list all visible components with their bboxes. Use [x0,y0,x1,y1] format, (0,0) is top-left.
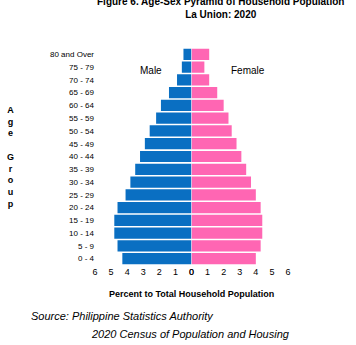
svg-text:Male: Male [140,65,162,76]
svg-text:55 - 59: 55 - 59 [69,114,94,123]
svg-text:50 - 54: 50 - 54 [69,127,94,136]
svg-text:0 - 4: 0 - 4 [78,254,95,263]
svg-text:80 and Over: 80 and Over [50,50,94,59]
svg-text:2: 2 [221,267,226,277]
svg-text:40 - 44: 40 - 44 [69,152,94,161]
svg-text:4: 4 [125,267,130,277]
svg-text:20 - 24: 20 - 24 [69,203,94,212]
svg-text:30 - 34: 30 - 34 [69,178,94,187]
svg-text:Figure 6. Age-Sex Pyramid of H: Figure 6. Age-Sex Pyramid of Household P… [97,0,344,20]
svg-text:AgeGroup: AgeGroup [7,105,14,209]
svg-text:6: 6 [92,267,97,277]
svg-text:5 - 9: 5 - 9 [78,242,95,251]
svg-text:1: 1 [173,267,178,277]
svg-text:70 - 74: 70 - 74 [69,76,94,85]
svg-text:0: 0 [189,267,194,277]
svg-text:35 - 39: 35 - 39 [69,165,94,174]
svg-text:5: 5 [269,267,274,277]
svg-text:75 - 79: 75 - 79 [69,63,94,72]
svg-text:60 - 64: 60 - 64 [69,101,94,110]
svg-text:4: 4 [253,267,258,277]
svg-text:6: 6 [285,267,290,277]
svg-text:2020 Census of Population and: 2020 Census of Population and Housing [91,328,290,340]
svg-text:5: 5 [109,267,114,277]
svg-text:1: 1 [205,267,210,277]
svg-text:65 - 69: 65 - 69 [69,88,94,97]
svg-text:Source: Philippine Statistics: Source: Philippine Statistics Authority [31,310,214,322]
svg-text:3: 3 [141,267,146,277]
svg-text:10 - 14: 10 - 14 [69,229,94,238]
svg-text:15 - 19: 15 - 19 [69,216,94,225]
svg-text:2: 2 [157,267,162,277]
svg-text:Female: Female [231,65,265,76]
svg-text:3: 3 [237,267,242,277]
svg-text:Percent to Total Household Pop: Percent to Total Household Population [109,289,274,299]
svg-text:45 - 49: 45 - 49 [69,140,94,149]
svg-text:0: 0 [189,267,194,277]
svg-text:25 - 29: 25 - 29 [69,191,94,200]
